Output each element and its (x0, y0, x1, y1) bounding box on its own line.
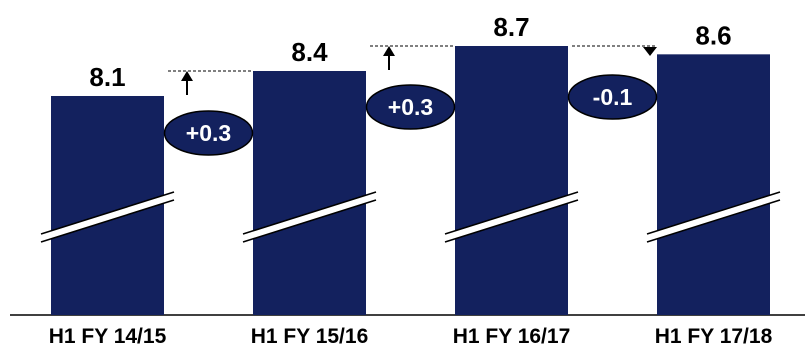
value-label: 8.7 (493, 12, 529, 42)
bar (657, 54, 770, 315)
axis-break-line (40, 199, 175, 243)
bar (455, 46, 568, 315)
value-label: 8.4 (291, 37, 328, 67)
delta-label: +0.3 (186, 120, 231, 146)
axis-break-line (646, 199, 781, 243)
delta-label: -0.1 (593, 84, 633, 110)
delta-badge (163, 110, 254, 156)
up-arrow-icon (181, 70, 193, 81)
axis-break-gap (41, 192, 174, 242)
axis-break-gap (445, 192, 578, 242)
axis-break-line (40, 191, 175, 235)
category-label: H1 FY 14/15 (49, 325, 167, 348)
axis-break-line (444, 191, 579, 235)
delta-badge (365, 84, 456, 130)
category-label: H1 FY 17/18 (655, 325, 773, 348)
axis-break-line (646, 191, 781, 235)
delta-badge (567, 74, 658, 120)
axis-break-line (242, 191, 377, 235)
axis-break-gap (243, 192, 376, 242)
value-label: 8.6 (695, 20, 731, 50)
axis-break-gap (647, 192, 780, 242)
bar (253, 70, 366, 316)
category-label: H1 FY 16/17 (453, 325, 571, 348)
axis-break-line (444, 199, 579, 243)
down-arrow-icon (643, 47, 657, 56)
category-label: H1 FY 15/16 (251, 325, 369, 348)
up-arrow-icon (383, 46, 395, 56)
value-label: 8.1 (89, 62, 125, 92)
delta-label: +0.3 (388, 94, 433, 120)
axis-break-line (242, 199, 377, 243)
